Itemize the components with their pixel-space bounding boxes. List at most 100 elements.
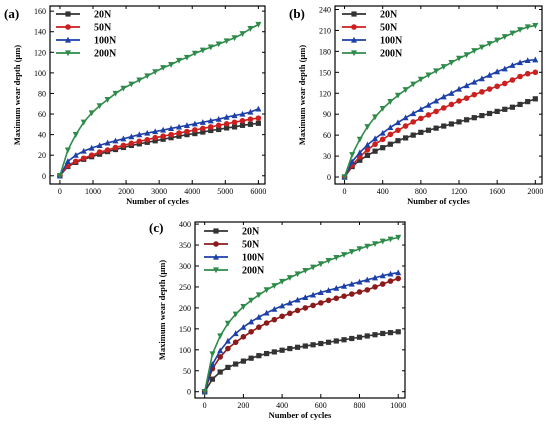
data-point	[310, 342, 316, 348]
legend-label: 20N	[380, 10, 398, 21]
data-point	[192, 130, 198, 137]
data-point	[264, 350, 270, 357]
plot-frame	[334, 5, 543, 185]
data-point	[356, 136, 363, 143]
data-point	[433, 125, 439, 131]
legend-item: 50N	[56, 23, 112, 34]
data-point	[240, 358, 246, 364]
y-tick-label: 30	[323, 152, 331, 161]
data-point	[96, 103, 103, 110]
data-point	[501, 34, 508, 40]
data-point	[215, 41, 222, 48]
data-point	[160, 65, 167, 71]
data-point	[56, 173, 63, 179]
data-point	[372, 241, 378, 247]
data-point	[96, 149, 103, 155]
data-point	[387, 141, 393, 147]
legend-marker	[213, 267, 219, 274]
data-point	[302, 294, 309, 301]
data-point	[524, 57, 531, 64]
data-point	[380, 330, 386, 337]
y-tick-label: 120	[319, 89, 331, 98]
legend-item: 20N	[342, 10, 398, 21]
data-point	[486, 41, 493, 47]
data-point	[425, 72, 432, 79]
data-point	[120, 135, 127, 142]
data-point	[440, 64, 447, 70]
series-line	[203, 236, 399, 392]
data-point	[341, 252, 348, 258]
data-point	[410, 132, 416, 138]
data-point	[231, 119, 238, 126]
data-point	[318, 340, 324, 347]
data-point	[325, 339, 332, 345]
legend-marker	[213, 253, 219, 260]
data-point	[128, 133, 135, 140]
data-point	[525, 99, 531, 105]
data-point	[524, 24, 531, 31]
data-point	[509, 104, 516, 110]
data-point	[486, 71, 493, 78]
data-point	[279, 313, 285, 320]
data-point	[379, 106, 386, 112]
y-tick-label: 60	[323, 131, 331, 140]
legend-label: 100N	[94, 36, 117, 47]
data-point	[364, 276, 371, 283]
legend-item: 200N	[342, 49, 403, 60]
data-point	[239, 110, 246, 117]
data-point	[208, 127, 214, 134]
data-point	[379, 136, 386, 143]
data-point	[395, 269, 402, 276]
plot-frame	[49, 5, 266, 185]
data-point	[271, 349, 277, 355]
data-point	[224, 337, 231, 344]
data-point	[317, 289, 324, 295]
x-tick-label: 800	[354, 401, 366, 410]
panel-label: (c)	[149, 220, 163, 235]
data-point	[463, 82, 470, 89]
y-tick-label: 100	[34, 69, 46, 78]
data-point	[348, 249, 355, 255]
series-20N	[341, 96, 538, 180]
data-point	[348, 291, 355, 297]
legend-marker	[351, 24, 357, 30]
data-point	[248, 297, 255, 304]
data-point	[372, 114, 379, 121]
data-point	[478, 44, 485, 51]
x-axis-title: Number of cycles	[407, 196, 470, 206]
data-point	[144, 73, 151, 80]
data-point	[394, 92, 401, 99]
data-point	[410, 81, 417, 88]
data-point	[372, 332, 378, 338]
data-point	[224, 320, 231, 327]
data-point	[380, 145, 386, 151]
y-axis-title: Maximum wear depth (μm)	[12, 45, 22, 145]
legend-marker	[65, 36, 71, 43]
data-point	[80, 155, 87, 162]
data-point	[160, 133, 166, 139]
data-point	[144, 129, 151, 136]
data-point	[486, 110, 493, 117]
data-point	[341, 282, 348, 289]
data-point	[128, 81, 135, 88]
data-point	[471, 115, 477, 121]
data-point	[294, 344, 301, 350]
data-point	[379, 238, 386, 245]
legend-item: 100N	[204, 253, 265, 264]
y-tick-label: 250	[179, 283, 191, 292]
data-point	[183, 54, 190, 61]
data-point	[152, 138, 158, 144]
data-point	[248, 318, 255, 325]
data-point	[73, 158, 79, 165]
data-point	[372, 284, 378, 290]
data-point	[200, 129, 206, 135]
data-point	[456, 98, 462, 104]
data-point	[176, 130, 182, 136]
data-point	[255, 115, 262, 121]
y-tick-label: 150	[179, 325, 191, 334]
data-point	[225, 364, 231, 371]
data-point	[160, 126, 167, 133]
data-point	[247, 108, 254, 115]
x-tick-label: 2000	[118, 187, 134, 196]
data-point	[417, 106, 424, 112]
